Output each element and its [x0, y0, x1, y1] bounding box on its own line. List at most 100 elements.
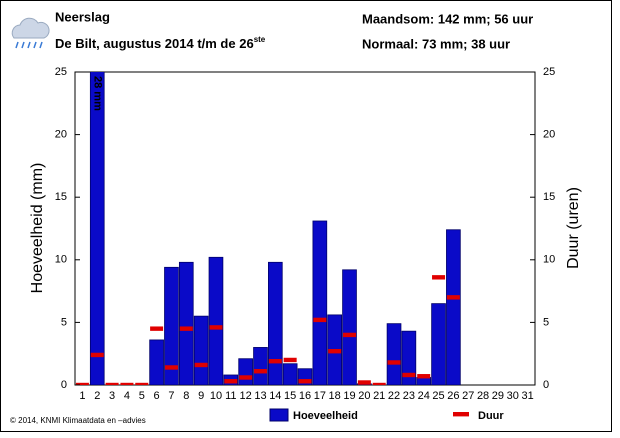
bar: [416, 377, 432, 385]
y2-tick-label: 15: [543, 191, 555, 203]
x-tick-label: 21: [373, 390, 385, 402]
frame: [0, 0, 612, 432]
x-tick-label: 12: [240, 390, 252, 402]
duration-mark: [120, 382, 134, 385]
duration-mark: [90, 352, 104, 358]
bar: [238, 358, 253, 385]
duration-mark: [75, 382, 89, 385]
bar: [253, 347, 268, 385]
duration-mark: [298, 379, 312, 384]
y2-tick-label: 5: [543, 316, 549, 328]
bar: [268, 261, 283, 385]
footer: © 2014, KNMI Klimaatdata en –advies: [10, 416, 146, 425]
bar: [208, 256, 224, 385]
y-tick-label: 0: [61, 379, 67, 391]
chart-subtitle: De Bilt, augustus 2014 t/m de 26ste: [55, 35, 266, 51]
x-tick-label: 9: [198, 390, 204, 402]
x-tick-label: 31: [521, 390, 533, 402]
bar: [342, 269, 357, 385]
x-tick-label: 1: [79, 390, 85, 402]
bar: [401, 330, 417, 385]
x-tick-label: 10: [210, 390, 222, 402]
duration-mark: [164, 365, 178, 370]
x-tick-label: 22: [388, 390, 400, 402]
x-tick-label: 28: [477, 390, 489, 402]
y-tick-label: 10: [55, 254, 67, 266]
duration-mark: [343, 332, 357, 338]
legend-label: Duur: [478, 410, 504, 422]
plot-border: [74, 71, 536, 386]
y-tick-label: 25: [55, 66, 67, 78]
duration-mark: [194, 362, 208, 368]
x-tick-label: 11: [225, 390, 236, 402]
bar: [386, 323, 402, 385]
y-tick-label: 5: [61, 316, 67, 328]
data-label: 28 mm: [91, 76, 103, 111]
duration-mark: [313, 317, 327, 323]
duration-mark: [209, 325, 223, 330]
bar: [149, 339, 164, 385]
x-tick-label: 17: [314, 390, 326, 402]
x-tick-label: 25: [432, 390, 444, 402]
bar: [89, 72, 105, 385]
duration-mark: [283, 357, 297, 363]
duration-mark: [432, 275, 446, 280]
plot-area: [75, 72, 461, 385]
x-tick-label: 19: [343, 390, 355, 402]
y-tick-label: 20: [55, 129, 67, 141]
x-tick-label: 8: [183, 390, 189, 402]
x-tick-label: 4: [124, 390, 130, 402]
duration-mark: [239, 375, 253, 380]
y2-axis-label: Duur (uren): [565, 187, 582, 269]
duration-mark: [402, 372, 416, 378]
summary: Maandsom: 142 mm; 56 uur: [362, 11, 533, 26]
bar: [312, 220, 328, 385]
bar: [282, 363, 298, 385]
bar: [431, 303, 446, 385]
legend-swatch: [453, 412, 469, 417]
duration-mark: [253, 369, 267, 374]
x-tick-label: 6: [154, 390, 160, 402]
y2-tick-label: 25: [543, 66, 555, 78]
summary: Normaal: 73 mm; 38 uur: [362, 36, 510, 51]
duration-mark: [105, 382, 119, 385]
legend-label: Hoeveelheid: [293, 410, 358, 422]
duration-mark: [150, 326, 164, 331]
y-axis-label: Hoeveelheid (mm): [29, 163, 46, 294]
x-tick-label: 2: [94, 390, 100, 402]
duration-mark: [372, 382, 386, 385]
x-tick-label: 15: [284, 390, 296, 402]
x-tick-label: 3: [109, 390, 115, 402]
duration-mark: [357, 380, 371, 385]
duration-mark: [268, 359, 282, 364]
x-tick-label: 27: [462, 390, 474, 402]
y-tick-label: 15: [55, 191, 67, 203]
chart-title: Neerslag: [55, 9, 110, 24]
duration-mark: [135, 382, 149, 385]
y2-tick-label: 20: [543, 129, 555, 141]
duration-mark: [328, 348, 342, 354]
y2-tick-label: 0: [543, 379, 549, 391]
x-tick-label: 7: [168, 390, 174, 402]
y2-tick-label: 10: [543, 254, 555, 266]
subtitle: De Bilt, augustus 2014 t/m de 26: [55, 36, 254, 51]
duration-mark: [224, 379, 238, 384]
x-tick-label: 16: [299, 390, 311, 402]
duration-mark: [417, 374, 431, 379]
rain-icon: [11, 17, 50, 49]
subtitle-sup: ste: [254, 35, 266, 44]
duration-mark: [179, 326, 193, 331]
duration-mark: [387, 360, 401, 365]
legend-swatch: [269, 408, 289, 422]
bar: [164, 266, 179, 385]
x-tick-label: 29: [492, 390, 504, 402]
x-tick-label: 20: [358, 390, 370, 402]
x-tick-label: 14: [269, 390, 281, 402]
x-tick-label: 18: [329, 390, 341, 402]
bar: [193, 315, 209, 385]
x-tick-label: 24: [418, 390, 430, 402]
x-tick-label: 5: [139, 390, 145, 402]
x-tick-label: 26: [447, 390, 459, 402]
x-tick-label: 13: [254, 390, 266, 402]
